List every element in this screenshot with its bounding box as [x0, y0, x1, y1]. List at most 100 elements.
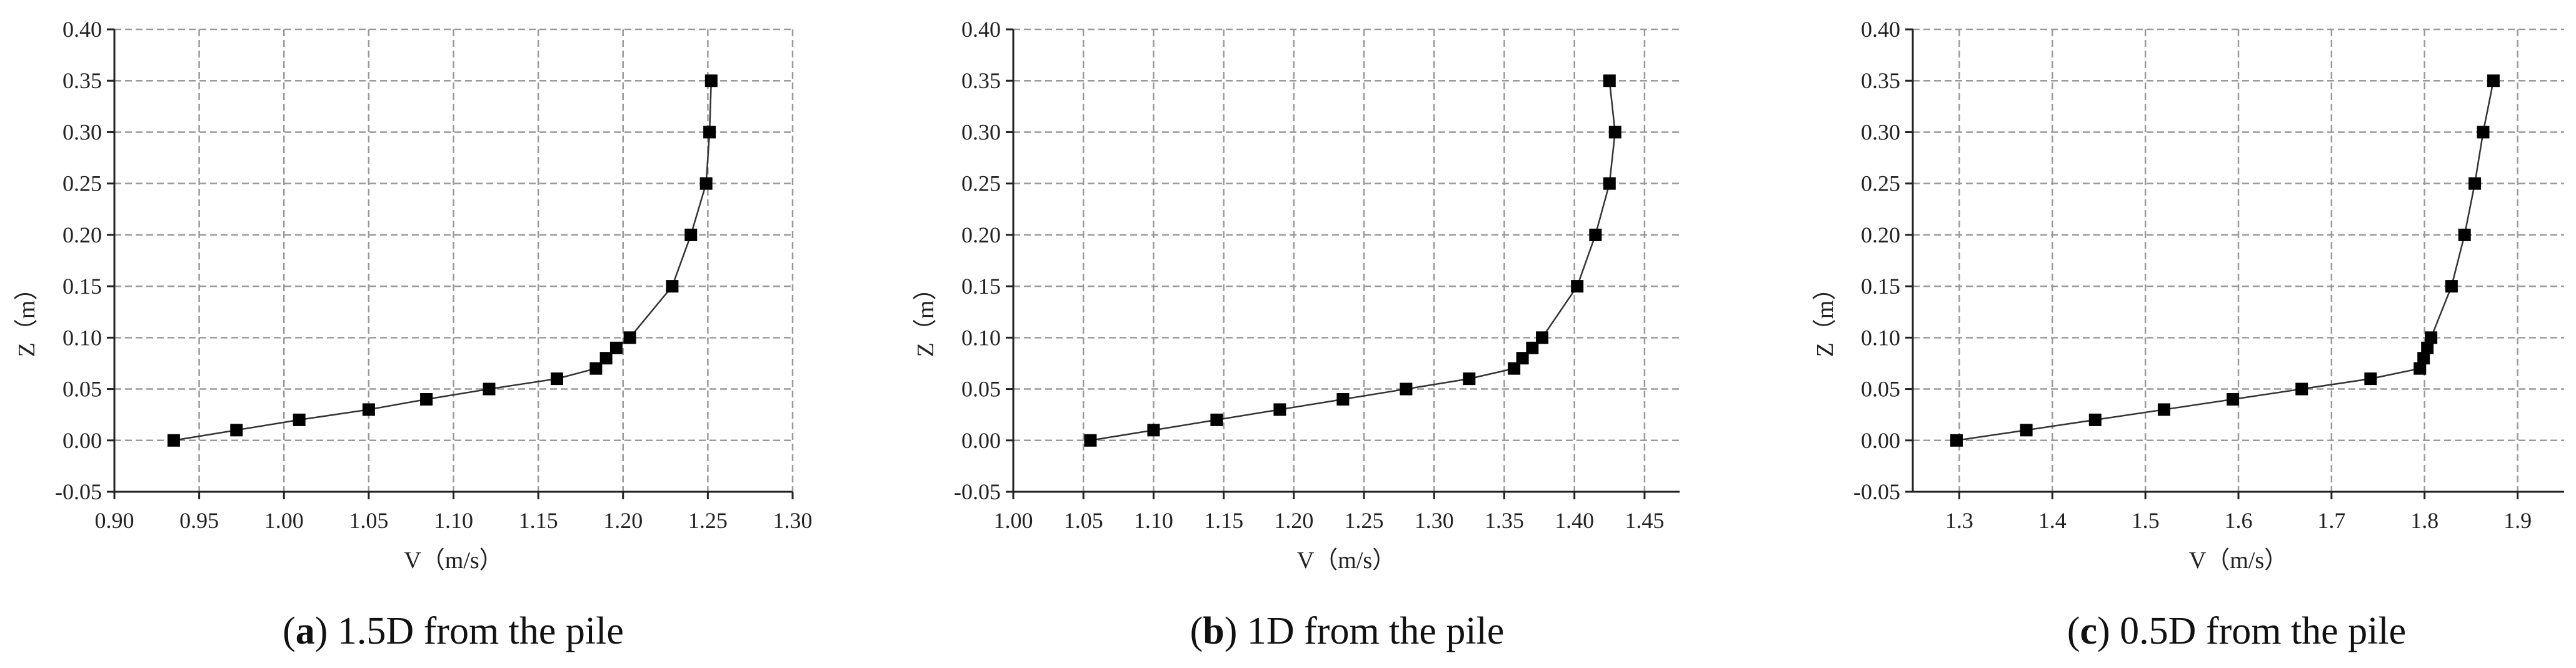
data-point-marker: [703, 126, 716, 139]
data-point-marker: [2088, 413, 2102, 426]
y-tick-label: 0.15: [63, 274, 102, 299]
caption-text: 1.5D from the pile: [328, 610, 624, 652]
y-axis-title: Z（m）: [913, 277, 939, 357]
y-tick-label: 0.40: [1861, 17, 1900, 42]
data-point-marker: [293, 413, 306, 426]
data-point-marker: [1210, 413, 1223, 426]
caption-close-paren: ): [2097, 610, 2110, 652]
x-tick-label: 1.30: [1415, 508, 1454, 533]
caption-open-paren: (: [2067, 610, 2080, 652]
x-tick-label: 1.30: [773, 508, 813, 533]
caption-text: 1D from the pile: [1237, 610, 1504, 652]
x-tick-label: 1.15: [519, 508, 558, 533]
caption-close-paren: ): [1225, 610, 1238, 652]
y-tick-label: -0.05: [1853, 479, 1900, 504]
y-tick-label: 0.15: [961, 274, 1001, 299]
x-tick-label: 1.25: [1345, 508, 1384, 533]
x-tick-label: 1.9: [2503, 508, 2532, 533]
data-point-marker: [420, 393, 433, 406]
data-point-marker: [1508, 362, 1521, 375]
data-point-marker: [599, 352, 613, 365]
data-point-marker: [1463, 372, 1476, 386]
y-tick-label: 0.05: [63, 377, 102, 402]
y-tick-label: 0.40: [63, 17, 102, 42]
x-tick-label: 1.05: [1064, 508, 1103, 533]
y-tick-label: 0.00: [961, 428, 1001, 453]
y-tick-label: 0.20: [961, 222, 1001, 247]
y-tick-label: 0.20: [1861, 222, 1900, 247]
x-tick-label: 1.05: [349, 508, 388, 533]
y-tick-label: 0.35: [1861, 68, 1900, 93]
y-tick-label: 0.30: [961, 119, 1001, 144]
y-tick-label: 0.00: [63, 428, 102, 453]
caption-letter: b: [1203, 610, 1224, 652]
y-tick-label: 0.35: [63, 68, 102, 93]
data-point-marker: [2445, 280, 2458, 293]
y-tick-label: 0.30: [63, 119, 102, 144]
data-point-marker: [684, 228, 698, 241]
caption-close-paren: ): [315, 610, 328, 652]
panel-b: 1.00 1.05 1.10 1.15 1.20 1.25 1.30 1.35 1.40 1.45…: [913, 17, 1680, 652]
y-tick-label: 0.30: [1861, 119, 1900, 144]
y-axis-title: Z（m）: [1812, 277, 1838, 357]
x-tick-label: 1.20: [1274, 508, 1313, 533]
data-point-marker: [2468, 177, 2482, 190]
y-tick-label: 0.05: [961, 377, 1001, 402]
data-point-marker: [1526, 341, 1539, 354]
data-point-marker: [623, 331, 636, 344]
data-point-marker: [1536, 331, 1549, 344]
data-point-marker: [2413, 362, 2427, 375]
y-tick-label: 0.10: [1861, 325, 1900, 350]
data-point-marker: [699, 177, 713, 190]
data-point-marker: [704, 74, 718, 87]
y-tick-label: -0.05: [954, 479, 1001, 504]
data-point-marker: [2417, 352, 2430, 365]
x-tick-label: 1.6: [2225, 508, 2253, 533]
data-point-marker: [666, 280, 679, 293]
x-tick-label: 1.10: [1134, 508, 1173, 533]
panel-c: 1.3 1.4 1.5 1.6 1.7 1.8 1.9 -0.05 0.00 0.05 0.10 0.…: [1812, 17, 2564, 652]
y-tick-label: 0.25: [961, 171, 1001, 196]
data-point-marker: [1147, 424, 1160, 437]
y-tick-label: 0.25: [1861, 171, 1900, 196]
data-point-marker: [1273, 403, 1286, 416]
panel-caption: (b) 1D from the pile: [1190, 610, 1505, 652]
x-tick-label: 1.7: [2317, 508, 2345, 533]
x-tick-label: 0.90: [95, 508, 134, 533]
data-point-marker: [2157, 403, 2170, 416]
data-point-marker: [1950, 434, 1963, 447]
data-point-marker: [1516, 352, 1529, 365]
data-point-marker: [362, 403, 375, 416]
y-tick-label: 0.10: [961, 325, 1001, 350]
y-tick-label: 0.00: [1861, 428, 1900, 453]
data-point-marker: [589, 362, 603, 375]
data-point-marker: [1603, 177, 1616, 190]
data-point-marker: [2458, 228, 2471, 241]
data-point-marker: [167, 434, 180, 447]
y-tick-label: 0.35: [961, 68, 1001, 93]
data-point-marker: [1400, 382, 1413, 396]
data-point-marker: [483, 382, 496, 396]
data-point-marker: [2425, 331, 2438, 344]
x-tick-label: 1.3: [1945, 508, 1973, 533]
caption-text: 0.5D from the pile: [2110, 610, 2407, 652]
data-point-marker: [230, 424, 243, 437]
data-point-marker: [2227, 393, 2240, 406]
data-point-marker: [2295, 382, 2308, 396]
caption-open-paren: (: [283, 610, 296, 652]
data-point-marker: [1571, 280, 1584, 293]
y-tick-label: 0.05: [1861, 377, 1900, 402]
data-point-marker: [1084, 434, 1097, 447]
caption-letter: c: [2080, 610, 2097, 652]
panel-caption: (c) 0.5D from the pile: [2067, 610, 2406, 652]
x-tick-label: 1.35: [1485, 508, 1524, 533]
x-tick-label: 0.95: [179, 508, 219, 533]
y-tick-label: -0.05: [55, 479, 102, 504]
x-tick-label: 1.20: [603, 508, 643, 533]
x-tick-label: 1.00: [994, 508, 1033, 533]
series-line: [1090, 81, 1616, 442]
data-point-marker: [2020, 424, 2033, 437]
x-tick-label: 1.00: [264, 508, 304, 533]
panel-caption: (a) 1.5D from the pile: [283, 610, 624, 652]
